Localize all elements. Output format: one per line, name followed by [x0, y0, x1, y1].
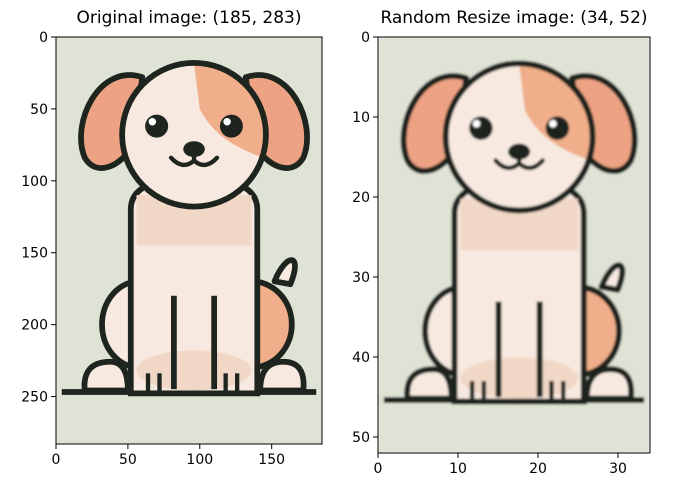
y-tick-label: 150	[21, 246, 48, 262]
y-tick-label: 40	[352, 350, 370, 366]
original-x-ticks: 0 50 100 150	[52, 444, 285, 468]
x-tick-label: 150	[258, 452, 285, 468]
y-tick-label: 30	[352, 270, 370, 286]
resized-panel: Random Resize image: (34, 52) 0 10 20 30 40 5…	[352, 8, 650, 477]
y-tick-label: 250	[21, 390, 48, 406]
y-tick-label: 0	[39, 30, 48, 46]
x-tick-label: 100	[186, 452, 213, 468]
x-tick-label: 0	[374, 461, 383, 477]
resized-y-ticks: 0 10 20 30 40 50	[352, 30, 378, 446]
y-tick-label: 200	[21, 318, 48, 334]
y-tick-label: 100	[21, 174, 48, 190]
x-tick-label: 30	[609, 461, 627, 477]
original-axes-frame	[55, 36, 323, 445]
original-panel: Original image: (185, 283) 0 50 100 150 200 2…	[21, 8, 322, 468]
resized-axes-frame	[377, 36, 651, 454]
original-title: Original image: (185, 283)	[77, 8, 302, 28]
y-tick-label: 50	[30, 102, 48, 118]
x-tick-label: 50	[119, 452, 137, 468]
x-tick-label: 10	[449, 461, 467, 477]
y-tick-label: 0	[361, 30, 370, 46]
resized-x-ticks: 0 10 20 30	[374, 453, 627, 477]
resized-title: Random Resize image: (34, 52)	[380, 8, 647, 28]
original-image	[56, 37, 322, 444]
original-y-ticks: 0 50 100 150 200 250	[21, 30, 56, 406]
x-tick-label: 0	[52, 452, 61, 468]
x-tick-label: 20	[529, 461, 547, 477]
y-tick-label: 50	[352, 430, 370, 446]
y-tick-label: 20	[352, 190, 370, 206]
resized-image	[378, 37, 650, 453]
y-tick-label: 10	[352, 110, 370, 126]
